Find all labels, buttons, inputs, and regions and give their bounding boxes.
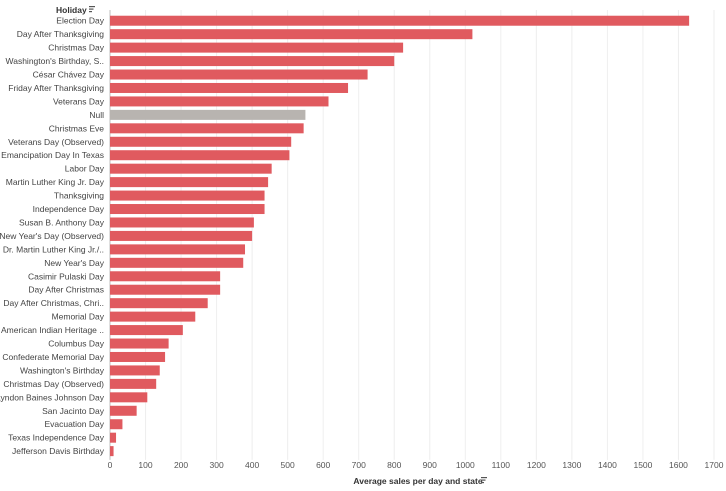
bar[interactable] xyxy=(110,244,246,255)
bar[interactable] xyxy=(110,311,196,322)
bar[interactable] xyxy=(110,69,368,80)
category-label[interactable]: Confederate Memorial Day xyxy=(2,352,104,362)
x-tick-label: 400 xyxy=(245,460,259,470)
x-tick-label: 1300 xyxy=(562,460,581,470)
x-tick-label: 100 xyxy=(138,460,152,470)
bar[interactable] xyxy=(110,150,290,161)
bar[interactable] xyxy=(110,136,292,147)
x-tick-label: 300 xyxy=(209,460,223,470)
bar[interactable] xyxy=(110,42,404,53)
category-label[interactable]: Veterans Day xyxy=(53,96,105,106)
x-tick-label: 1600 xyxy=(669,460,688,470)
category-label[interactable]: Evacuation Day xyxy=(44,419,104,429)
bar[interactable] xyxy=(110,217,254,228)
bar[interactable] xyxy=(110,123,304,134)
category-label[interactable]: Jefferson Davis Birthday xyxy=(12,446,105,456)
bar[interactable] xyxy=(110,378,157,389)
bar[interactable] xyxy=(110,392,148,403)
x-tick-label: 1200 xyxy=(527,460,546,470)
category-label[interactable]: Christmas Day xyxy=(48,43,104,53)
x-tick-label: 0 xyxy=(108,460,113,470)
bar[interactable] xyxy=(110,432,117,443)
x-sort-icon[interactable] xyxy=(481,477,487,484)
x-axis-title: Average sales per day and state xyxy=(353,476,482,486)
bar[interactable] xyxy=(110,351,166,362)
category-label[interactable]: Washington's Birthday xyxy=(20,365,105,375)
category-label[interactable]: Labor Day xyxy=(65,164,105,174)
sort-icon[interactable] xyxy=(89,6,95,13)
x-tick-label: 600 xyxy=(316,460,330,470)
bar[interactable] xyxy=(110,204,265,215)
category-label[interactable]: Veterans Day (Observed) xyxy=(8,137,104,147)
bar[interactable] xyxy=(110,109,306,120)
x-tick-label: 800 xyxy=(387,460,401,470)
category-label[interactable]: Susan B. Anthony Day xyxy=(19,217,105,227)
bar[interactable] xyxy=(110,271,221,282)
x-tick-label: 500 xyxy=(281,460,295,470)
bar[interactable] xyxy=(110,419,123,430)
category-label[interactable]: Independence Day xyxy=(33,204,105,214)
bar[interactable] xyxy=(110,190,265,201)
x-tick-label: 1400 xyxy=(598,460,617,470)
category-label[interactable]: Memorial Day xyxy=(52,312,105,322)
x-tick-label: 1700 xyxy=(705,460,724,470)
x-tick-label: 1100 xyxy=(492,460,511,470)
bar[interactable] xyxy=(110,284,221,295)
category-label[interactable]: César Chávez Day xyxy=(33,70,105,80)
bar[interactable] xyxy=(110,29,473,40)
x-tick-label: 1500 xyxy=(633,460,652,470)
category-label[interactable]: Texas Independence Day xyxy=(8,433,105,443)
x-tick-label: 1000 xyxy=(456,460,475,470)
bar[interactable] xyxy=(110,257,244,268)
header-row[interactable]: Holiday xyxy=(56,5,95,15)
category-labels: Election Day Day After Thanksgiving Christ… xyxy=(0,16,105,456)
category-label[interactable]: Casimir Pulaski Day xyxy=(28,271,105,281)
x-tick-label: 700 xyxy=(352,460,366,470)
category-label[interactable]: American Indian Heritage .. xyxy=(1,325,104,335)
category-label[interactable]: San Jacinto Day xyxy=(42,406,105,416)
category-label[interactable]: Emancipation Day In Texas xyxy=(1,150,104,160)
category-label[interactable]: Martin Luther King Jr. Day xyxy=(6,177,105,187)
bar[interactable] xyxy=(110,325,183,336)
bar[interactable] xyxy=(110,446,114,457)
row-header: Holiday xyxy=(56,5,87,15)
bar[interactable] xyxy=(110,230,253,241)
category-label[interactable]: Lyndon Baines Johnson Day xyxy=(0,392,105,402)
bar[interactable] xyxy=(110,177,269,188)
bar[interactable] xyxy=(110,163,272,174)
bar[interactable] xyxy=(110,298,208,309)
category-label[interactable]: Christmas Day (Observed) xyxy=(3,379,104,389)
x-axis-title-group[interactable]: Average sales per day and state xyxy=(353,476,487,486)
x-axis-ticks: 0 100 200 300 400 500 600 700 800 900 1000 1100 1200… xyxy=(108,460,724,470)
bar[interactable] xyxy=(110,15,690,26)
category-label[interactable]: New Year's Day (Observed) xyxy=(0,231,104,241)
bar[interactable] xyxy=(110,56,395,67)
bar[interactable] xyxy=(110,365,160,376)
category-label[interactable]: Day After Christmas xyxy=(28,285,104,295)
category-label[interactable]: Friday After Thanksgiving xyxy=(8,83,104,93)
category-label[interactable]: New Year's Day xyxy=(44,258,104,268)
category-label[interactable]: Dr. Martin Luther King Jr./.. xyxy=(3,244,104,254)
category-label[interactable]: Thanksgiving xyxy=(54,191,104,201)
bar[interactable] xyxy=(110,405,137,416)
x-tick-label: 200 xyxy=(174,460,188,470)
category-label[interactable]: Columbus Day xyxy=(48,339,104,349)
category-label[interactable]: Day After Christmas, Chri.. xyxy=(3,298,104,308)
bar[interactable] xyxy=(110,96,329,107)
bars xyxy=(110,15,690,457)
category-label[interactable]: Null xyxy=(89,110,104,120)
category-label[interactable]: Christmas Eve xyxy=(49,123,105,133)
bar[interactable] xyxy=(110,82,349,93)
category-label[interactable]: Day After Thanksgiving xyxy=(17,29,105,39)
x-tick-label: 900 xyxy=(423,460,437,470)
category-label[interactable]: Washington's Birthday, S.. xyxy=(6,56,104,66)
category-label[interactable]: Election Day xyxy=(56,16,104,26)
bar[interactable] xyxy=(110,338,169,349)
